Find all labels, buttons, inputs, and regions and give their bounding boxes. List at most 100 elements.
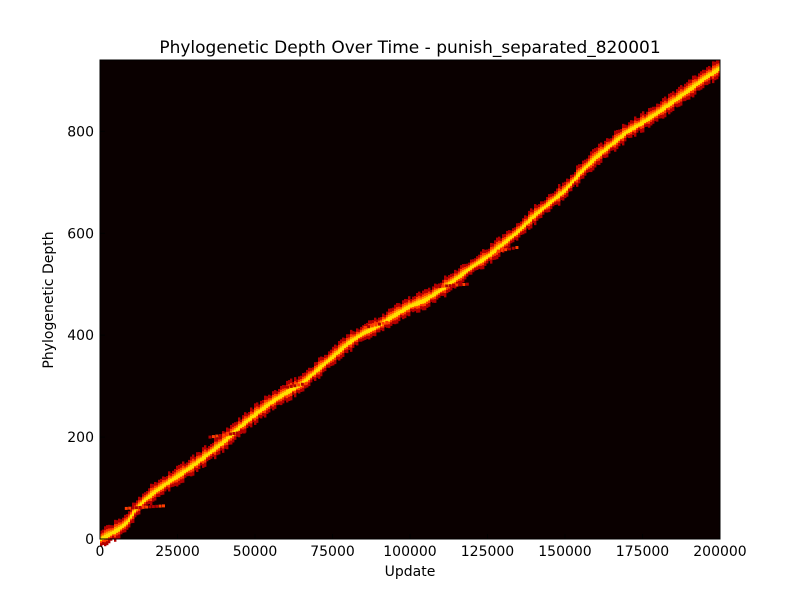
heatmap-cell xyxy=(170,479,173,483)
heatmap-cell xyxy=(328,358,331,363)
heatmap-cell xyxy=(150,492,153,498)
heatmap-branch-cell xyxy=(141,505,145,509)
heatmap-cell xyxy=(350,339,353,344)
heatmap-cell xyxy=(442,286,445,291)
heatmap-cell xyxy=(528,218,531,224)
heatmap-cell xyxy=(532,215,535,219)
heatmap-cell xyxy=(578,172,581,177)
heatmap-branch-cell xyxy=(452,283,456,287)
heatmap-cell xyxy=(672,99,675,105)
heatmap-cell xyxy=(680,93,683,99)
x-tick-label: 100000 xyxy=(383,544,436,560)
heatmap-cell xyxy=(102,536,105,541)
heatmap-cell xyxy=(630,127,633,132)
heatmap-cell xyxy=(614,139,617,145)
heatmap-cell xyxy=(450,280,453,285)
heatmap-cell xyxy=(554,197,557,201)
heatmap-cell xyxy=(712,70,715,76)
heatmap-cell xyxy=(112,530,115,535)
heatmap-branch-cell xyxy=(445,284,449,288)
heatmap-cell xyxy=(500,244,503,248)
heatmap-cell xyxy=(278,395,281,400)
heatmap-cell xyxy=(238,425,241,431)
heatmap-cell xyxy=(624,131,627,136)
heatmap-cell xyxy=(370,327,373,332)
heatmap-cell xyxy=(160,485,163,490)
heatmap-cell xyxy=(512,234,515,238)
heatmap-cell xyxy=(700,79,703,84)
heatmap-branch-cell xyxy=(370,324,374,328)
heatmap-cell xyxy=(678,95,681,100)
heatmap-cell xyxy=(706,74,709,80)
heatmap-cell xyxy=(416,301,419,306)
heatmap-cell xyxy=(548,201,551,206)
heatmap-cell xyxy=(530,216,533,222)
heatmap-cell xyxy=(164,483,167,487)
heatmap-cell xyxy=(592,158,595,163)
heatmap-cell xyxy=(124,522,127,527)
heatmap-cell xyxy=(604,148,607,153)
heatmap-cell xyxy=(480,259,483,264)
heatmap-cell xyxy=(340,347,343,352)
heatmap-cell xyxy=(586,164,589,169)
heatmap-cell xyxy=(468,267,471,272)
heatmap-cell xyxy=(404,307,407,312)
heatmap-cell xyxy=(504,240,507,245)
heatmap-cell xyxy=(374,325,377,330)
heatmap-cell xyxy=(718,67,721,72)
heatmap-cell xyxy=(716,68,719,73)
heatmap-cell xyxy=(598,152,601,158)
heatmap-branch-cell xyxy=(235,431,239,435)
heatmap-branch-cell xyxy=(458,283,462,287)
heatmap-branch-cell xyxy=(448,284,452,288)
heatmap-branch-cell xyxy=(134,506,138,510)
heatmap-branch-cell xyxy=(208,435,212,439)
heatmap-cell xyxy=(304,379,307,384)
heatmap-branch-cell xyxy=(511,246,515,250)
heatmap-cell xyxy=(560,192,563,196)
heatmap-cell xyxy=(268,402,271,407)
heatmap-cell xyxy=(128,518,131,523)
heatmap-branch-cell xyxy=(155,504,159,508)
heatmap-branch-cell xyxy=(138,506,142,509)
heatmap-cell xyxy=(494,248,497,253)
heatmap-cell xyxy=(346,342,349,347)
x-tick-label: 75000 xyxy=(310,544,355,560)
heatmap-cell xyxy=(546,203,549,208)
heatmap-cell xyxy=(214,446,217,452)
heatmap-cell xyxy=(562,190,565,195)
heatmap-cell xyxy=(564,188,567,193)
heatmap-cell xyxy=(342,345,345,351)
heatmap-cell xyxy=(626,130,629,134)
heatmap-cell xyxy=(418,300,421,306)
heatmap-cell xyxy=(184,469,187,474)
heatmap-cell xyxy=(258,410,261,414)
heatmap-cell xyxy=(510,235,513,240)
heatmap-cell xyxy=(522,225,525,229)
heatmap-cell xyxy=(656,111,659,116)
heatmap-cell xyxy=(692,84,695,90)
heatmap-branch-cell xyxy=(148,505,152,509)
heatmap-cell xyxy=(602,150,605,154)
heatmap-cell xyxy=(316,368,319,373)
heatmap-cell xyxy=(276,397,279,401)
x-axis-ticks: 0 25000 50000 75000 100000 125000 150000 175000… xyxy=(96,534,747,560)
heatmap-branch-cell xyxy=(496,249,500,253)
heatmap-cell xyxy=(642,120,645,125)
heatmap-cell xyxy=(228,435,231,440)
heatmap-cell xyxy=(198,459,201,464)
heatmap-cell xyxy=(320,364,323,370)
x-tick-label: 0 xyxy=(96,544,105,560)
heatmap-cell xyxy=(266,403,269,408)
heatmap-cell xyxy=(708,73,711,78)
heatmap-cell xyxy=(576,174,579,180)
heatmap-cell xyxy=(686,89,689,94)
heatmap-cell xyxy=(580,170,583,175)
heatmap-cell xyxy=(496,246,499,252)
heatmap-cell xyxy=(200,458,203,462)
heatmap-branch-cell xyxy=(367,325,371,329)
heatmap-cell xyxy=(172,477,175,482)
heatmap-cell xyxy=(482,257,485,263)
x-tick-label: 125000 xyxy=(461,544,514,560)
heatmap-cell xyxy=(460,273,463,278)
